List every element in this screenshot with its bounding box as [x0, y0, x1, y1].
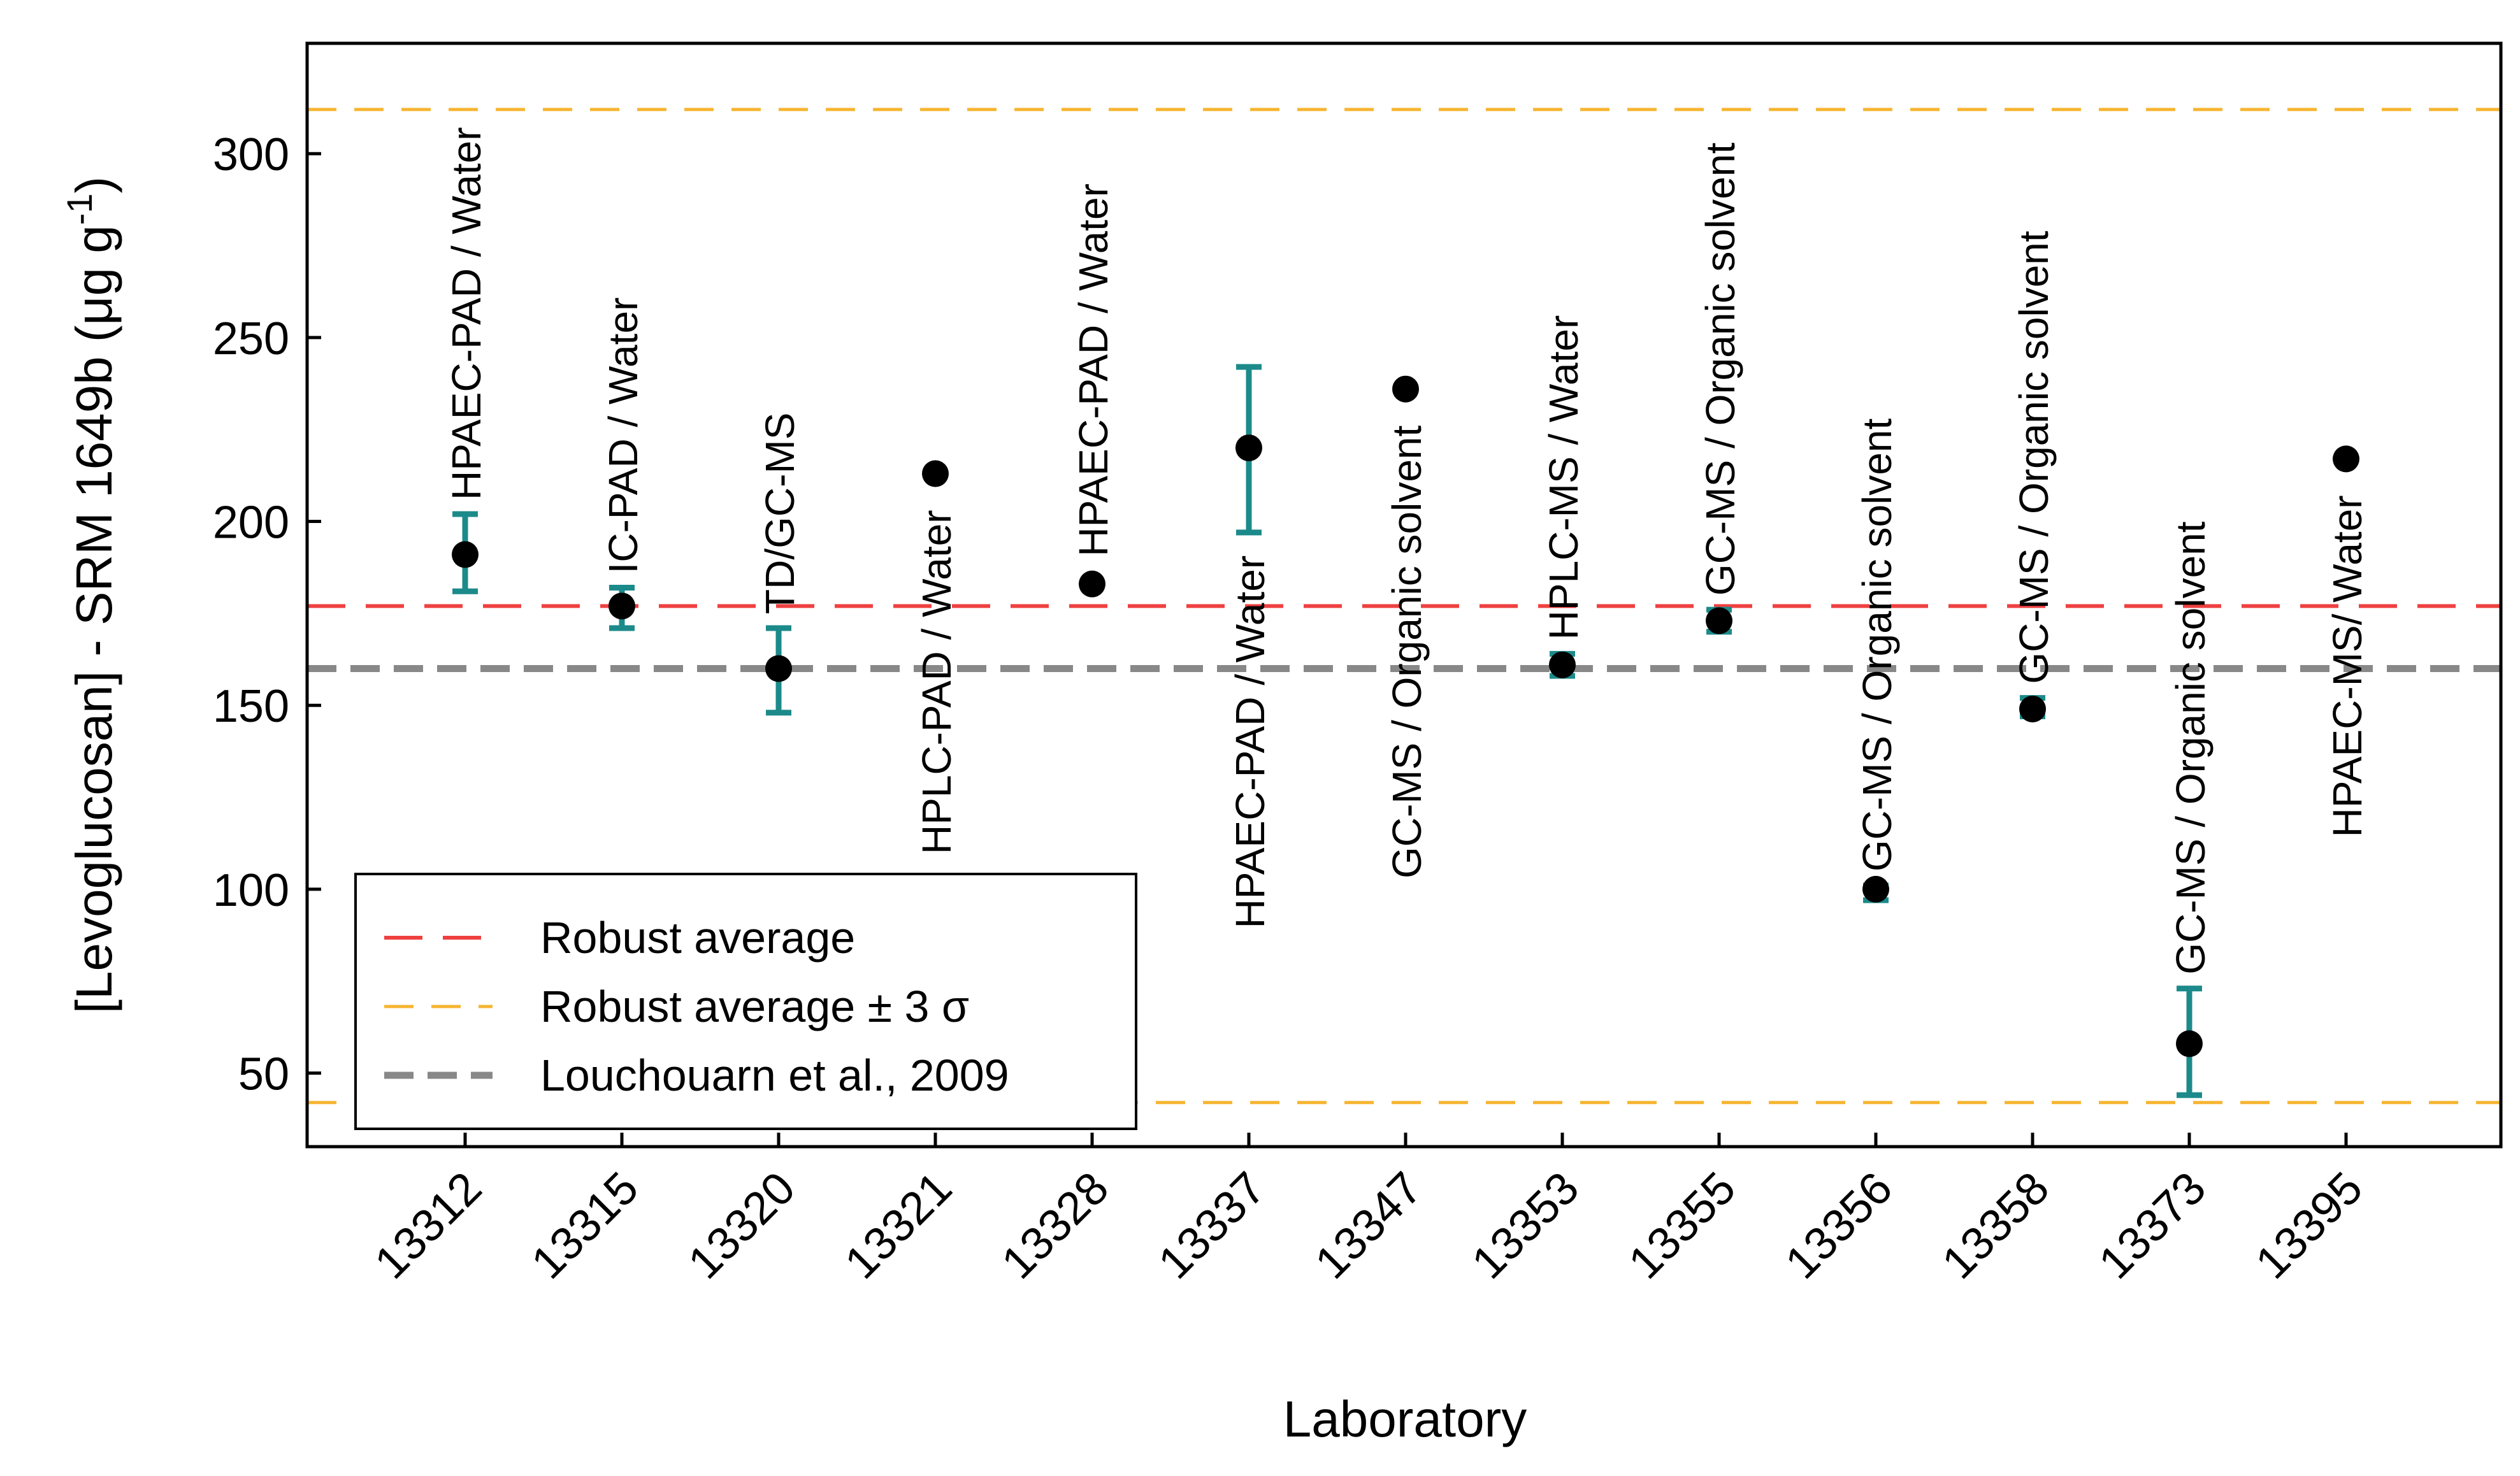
y-tick-label-150: 150 — [213, 681, 289, 732]
data-point-13347 — [1392, 375, 1419, 403]
plot-frame — [305, 41, 2503, 1149]
data-point-13328 — [1079, 570, 1105, 598]
method-label-13395: HPAEC-MS/ Water — [2324, 495, 2370, 837]
legend-label-robust-average-3sigma: Robust average ± 3 σ — [540, 982, 969, 1031]
method-labels: HPAEC-PAD / Water IC-PAD / Water TD/GC-MS H… — [443, 127, 2370, 974]
data-point-13315 — [608, 592, 635, 620]
y-axis-label: [Levoglucosan] - SRM 1649b (μg g-1) — [59, 176, 123, 1014]
y-tick-label-50: 50 — [238, 1049, 289, 1100]
legend: Robust average Robust average ± 3 σ Louc… — [354, 873, 1137, 1130]
y-axis-label-close: ) — [66, 176, 122, 194]
method-label-13355: GC-MS / Organic solvent — [1697, 143, 1743, 596]
data-point-13320 — [765, 655, 792, 682]
legend-label-louchouarn: Louchouarn et al., 2009 — [540, 1050, 1009, 1100]
y-tick-label-200: 200 — [213, 498, 289, 548]
method-label-13315: IC-PAD / Water — [600, 297, 646, 574]
data-point-13355 — [1706, 607, 1732, 634]
data-point-13356 — [1862, 875, 1889, 903]
method-label-13312: HPAEC-PAD / Water — [443, 127, 489, 500]
data-point-13321 — [922, 460, 949, 487]
data-point-13373 — [2176, 1030, 2203, 1057]
data-point-13353 — [1549, 651, 1576, 678]
method-label-13373: GC-MS / Organic solvent — [2168, 521, 2214, 975]
reference-lines — [307, 108, 2501, 1105]
method-label-13337: HPAEC-PAD / Water — [1227, 555, 1273, 929]
legend-label-robust-average: Robust average — [540, 913, 855, 963]
y-tick-label-100: 100 — [213, 865, 289, 916]
x-axis-label: Laboratory — [1283, 1391, 1527, 1447]
legend-box — [354, 873, 1137, 1130]
method-label-13328: HPAEC-PAD / Water — [1070, 183, 1116, 557]
data-point-13358 — [2019, 695, 2046, 722]
data-point-13337 — [1235, 434, 1262, 462]
y-tick-label-300: 300 — [213, 129, 289, 180]
y-tick-label-250: 250 — [213, 313, 289, 364]
data-point-13312 — [452, 541, 479, 568]
data-point-13395 — [2333, 445, 2359, 473]
method-label-13358: GC-MS / Organic solvent — [2011, 231, 2057, 684]
data-markers — [452, 375, 2359, 1057]
y-axis-label-main: [Levoglucosan] - SRM 1649b (μg g — [66, 225, 122, 1014]
method-label-13321: HPLC-PAD / Water — [914, 510, 960, 854]
method-label-13353: HPLC-MS / Water — [1541, 315, 1587, 640]
method-label-13356: GC-MS / Organic solvent — [1854, 419, 1900, 872]
method-label-13320: TD/GC-MS — [757, 413, 803, 614]
y-axis-label-superscript: -1 — [59, 193, 99, 225]
method-label-13347: GC-MS / Organic solvent — [1384, 425, 1430, 878]
